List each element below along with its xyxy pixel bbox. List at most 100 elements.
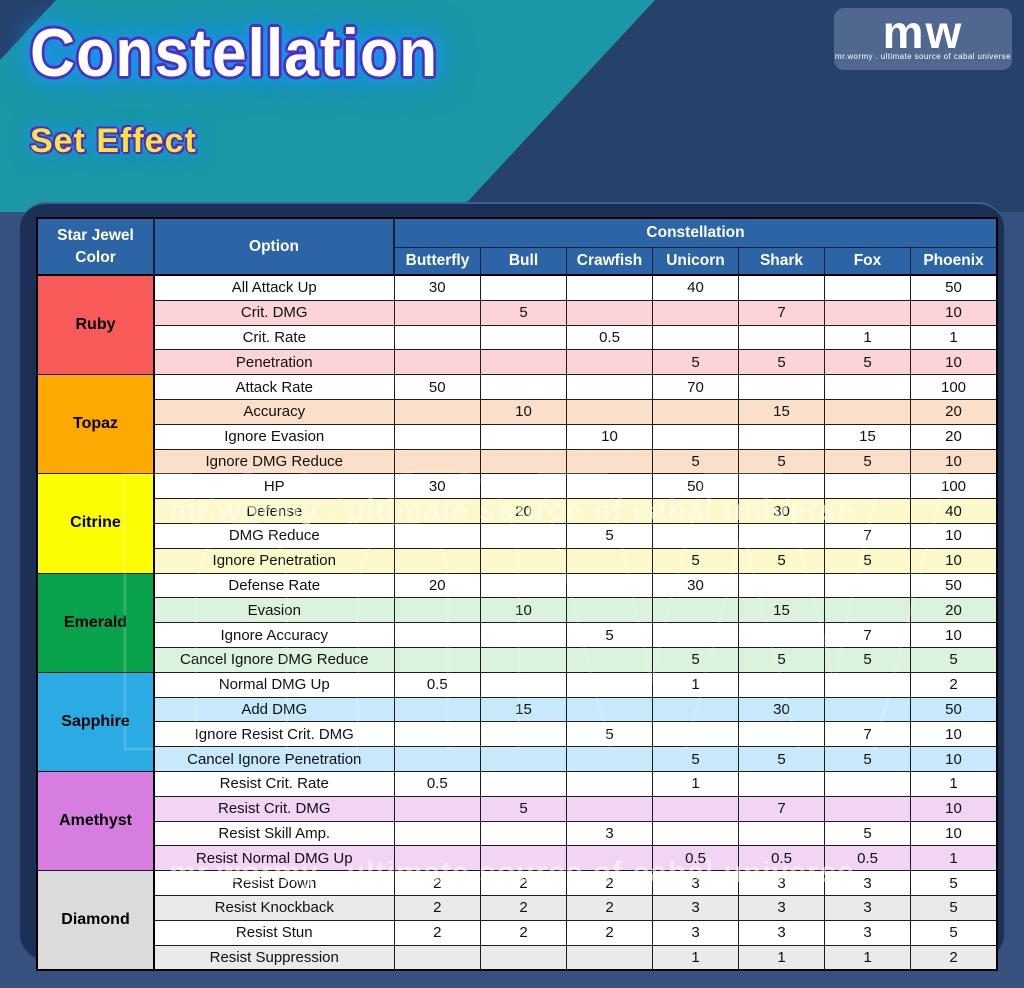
jewel-cell-ruby: Ruby bbox=[36, 274, 155, 376]
value-cell bbox=[393, 721, 481, 748]
value-cell: 7 bbox=[824, 622, 911, 648]
value-cell bbox=[566, 547, 653, 574]
value-cell bbox=[652, 721, 739, 748]
value-cell bbox=[480, 622, 567, 648]
value-cell: 10 bbox=[910, 448, 998, 475]
table-row: Ignore DMG Reduce 5 5 5 10 bbox=[37, 448, 998, 475]
value-cell bbox=[393, 820, 481, 847]
value-cell: 15 bbox=[824, 423, 911, 450]
value-cell: 15 bbox=[738, 398, 825, 425]
value-cell: 5 bbox=[566, 721, 653, 748]
value-cell: 2 bbox=[480, 894, 567, 921]
value-cell: 3 bbox=[738, 870, 825, 896]
value-cell bbox=[393, 299, 481, 326]
value-cell: 5 bbox=[824, 448, 911, 475]
value-cell bbox=[566, 795, 653, 822]
jewel-cell-emerald: Emerald bbox=[36, 572, 155, 673]
brand-logo-text: mw bbox=[882, 6, 964, 58]
value-cell bbox=[738, 522, 825, 549]
value-cell bbox=[566, 572, 653, 599]
value-cell: 5 bbox=[738, 547, 825, 574]
page-title: Constellation bbox=[30, 15, 439, 91]
value-cell bbox=[393, 944, 481, 971]
value-cell: 5 bbox=[910, 894, 998, 921]
value-cell: 10 bbox=[566, 423, 653, 450]
value-cell: 5 bbox=[738, 746, 825, 772]
value-cell bbox=[480, 349, 567, 376]
table-row: Sapphire Normal DMG Up 0.5 1 2 bbox=[36, 671, 998, 772]
value-cell: 10 bbox=[910, 349, 998, 376]
value-cell bbox=[566, 299, 653, 326]
option-cell: Add DMG bbox=[153, 696, 395, 723]
value-cell: 5 bbox=[738, 349, 825, 376]
value-cell bbox=[824, 572, 911, 599]
value-cell bbox=[566, 845, 653, 872]
value-cell: 100 bbox=[910, 473, 998, 500]
value-cell: 5 bbox=[652, 349, 739, 376]
table-row: Resist Suppression 1 1 1 2 bbox=[37, 944, 998, 971]
value-cell bbox=[652, 795, 739, 822]
column-header-star-jewel-color: Star Jewel Color bbox=[36, 217, 155, 276]
value-cell: 2 bbox=[910, 944, 998, 971]
value-cell bbox=[824, 274, 911, 301]
value-cell bbox=[566, 696, 653, 723]
value-cell bbox=[824, 671, 911, 698]
option-cell: Resist Suppression bbox=[153, 944, 395, 971]
value-cell: 5 bbox=[738, 448, 825, 475]
jewel-cell-citrine: Citrine bbox=[36, 473, 155, 574]
table-row: Evasion 10 15 20 bbox=[37, 597, 998, 624]
option-cell: Cancel Ignore DMG Reduce bbox=[153, 646, 395, 673]
value-cell: 1 bbox=[910, 770, 998, 797]
option-cell: Penetration bbox=[153, 349, 395, 376]
value-cell bbox=[480, 324, 567, 351]
value-cell: 0.5 bbox=[652, 845, 739, 872]
value-cell: 10 bbox=[910, 299, 998, 326]
value-cell bbox=[652, 398, 739, 425]
option-cell: All Attack Up bbox=[153, 274, 395, 301]
value-cell bbox=[480, 448, 567, 475]
table-row: Diamond Resist Down 2 2 2 3 3 3 5 bbox=[36, 870, 998, 971]
value-cell: 10 bbox=[910, 746, 998, 772]
value-cell bbox=[566, 398, 653, 425]
value-cell bbox=[738, 274, 825, 301]
value-cell: 50 bbox=[910, 572, 998, 599]
value-cell: 50 bbox=[393, 374, 481, 400]
table-row: Resist Normal DMG Up 0.5 0.5 0.5 1 bbox=[37, 845, 998, 872]
value-cell bbox=[824, 597, 911, 624]
table-row: Defense 20 30 40 bbox=[37, 498, 998, 524]
value-cell: 20 bbox=[910, 398, 998, 425]
value-cell: 5 bbox=[652, 646, 739, 673]
value-cell bbox=[480, 746, 567, 772]
column-header-unicorn: Unicorn bbox=[652, 247, 739, 276]
option-cell: Accuracy bbox=[153, 398, 395, 425]
value-cell: 1 bbox=[738, 944, 825, 971]
value-cell bbox=[480, 423, 567, 450]
value-cell: 5 bbox=[652, 448, 739, 475]
table-row: Resist Skill Amp. 3 5 10 bbox=[37, 820, 998, 847]
value-cell: 70 bbox=[652, 374, 739, 400]
value-cell: 20 bbox=[910, 597, 998, 624]
value-cell: 2 bbox=[480, 919, 567, 946]
value-cell: 30 bbox=[393, 473, 481, 500]
table-row: Add DMG 15 30 50 bbox=[37, 696, 998, 723]
value-cell: 3 bbox=[566, 820, 653, 847]
value-cell: 30 bbox=[738, 696, 825, 723]
option-cell: Cancel Ignore Penetration bbox=[153, 746, 395, 772]
value-cell: 2 bbox=[480, 870, 567, 896]
value-cell bbox=[480, 845, 567, 872]
value-cell: 10 bbox=[480, 597, 567, 624]
value-cell: 15 bbox=[738, 597, 825, 624]
value-cell: 1 bbox=[652, 944, 739, 971]
value-cell: 15 bbox=[480, 696, 567, 723]
value-cell bbox=[393, 845, 481, 872]
value-cell: 5 bbox=[910, 646, 998, 673]
value-cell bbox=[566, 498, 653, 524]
value-cell: 40 bbox=[652, 274, 739, 301]
value-cell bbox=[652, 820, 739, 847]
constellation-set-effect-table: Star Jewel Color Option Constellation Bu… bbox=[36, 217, 998, 972]
value-cell bbox=[824, 398, 911, 425]
table-row: Ignore Evasion 10 15 20 bbox=[37, 423, 998, 450]
value-cell bbox=[480, 547, 567, 574]
value-cell: 3 bbox=[738, 919, 825, 946]
